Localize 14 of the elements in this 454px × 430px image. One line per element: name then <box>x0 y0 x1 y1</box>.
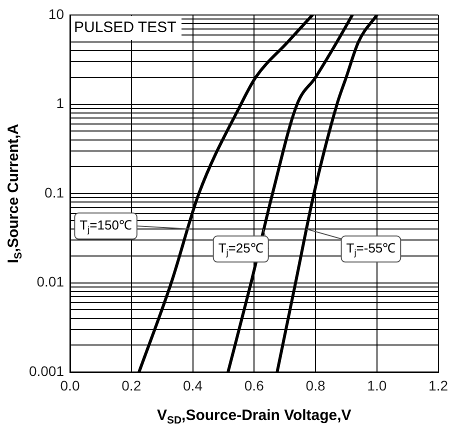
x-tick-label: 0.6 <box>244 377 264 394</box>
y-tick-label: 10 <box>48 6 64 22</box>
annotation: PULSED TEST <box>74 19 176 36</box>
x-tick-label: 1.2 <box>428 377 448 394</box>
y-axis-title: IS,Source Current,A <box>5 124 24 264</box>
x-tick-label: 0.0 <box>60 377 80 394</box>
x-tick-label: 0.4 <box>183 377 203 394</box>
x-tick-label: 0.2 <box>122 377 142 394</box>
y-tick-label: 0.1 <box>44 184 64 200</box>
y-tick-label: 0.001 <box>28 362 64 379</box>
x-tick-label: 1.0 <box>367 377 387 394</box>
x-tick-label: 0.8 <box>306 377 326 394</box>
y-tick-label: 1 <box>56 95 64 112</box>
y-tick-label: 0.01 <box>36 274 64 290</box>
